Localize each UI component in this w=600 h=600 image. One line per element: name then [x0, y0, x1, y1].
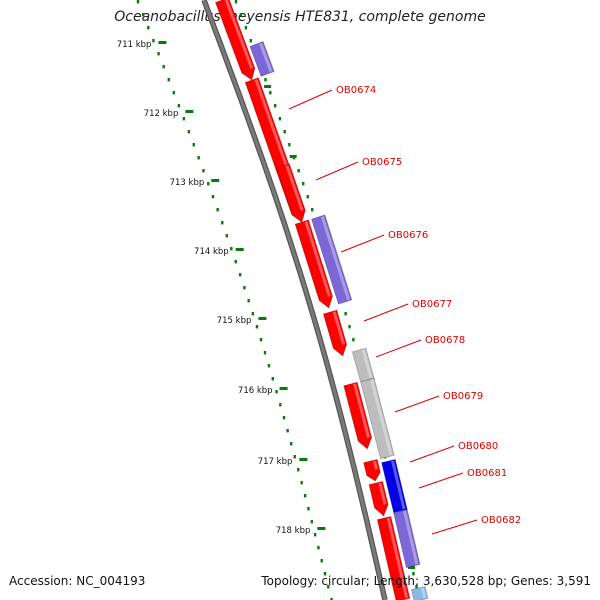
- gene-forward[interactable]: [322, 309, 349, 358]
- gene-leader-line: [375, 339, 422, 358]
- gene-reverse[interactable]: [249, 41, 275, 77]
- kbp-tick: [235, 248, 244, 251]
- genome-backbone: [202, 0, 387, 600]
- kbp-tick: [211, 179, 220, 182]
- kbp-tick-label: 716 kbp: [238, 386, 273, 396]
- gene-forward[interactable]: [376, 515, 411, 600]
- gene-label[interactable]: OB0682: [481, 515, 521, 526]
- gene-light-blue[interactable]: [410, 585, 429, 600]
- gene-reverse[interactable]: [311, 214, 353, 305]
- kbp-tick-label: 715 kbp: [217, 316, 252, 326]
- gene-label[interactable]: OB0680: [458, 441, 498, 452]
- gene-leader-line: [418, 472, 464, 489]
- gene-label[interactable]: OB0676: [388, 230, 428, 241]
- outer-tick: [289, 155, 297, 158]
- gene-label[interactable]: OB0677: [412, 299, 452, 310]
- gene-leader-line: [340, 234, 385, 253]
- gene-leader-line: [409, 445, 455, 463]
- kbp-tick: [299, 458, 308, 461]
- inner-tick-line: [136, 0, 333, 600]
- kbp-tick: [185, 110, 194, 113]
- gene-label[interactable]: OB0679: [443, 391, 483, 402]
- outer-tick: [264, 85, 272, 88]
- accession-label: Accession: NC_004193: [9, 574, 146, 588]
- gene-label[interactable]: OB0674: [336, 85, 376, 96]
- kbp-tick-label: 713 kbp: [170, 178, 205, 188]
- kbp-tick-label: 712 kbp: [144, 109, 179, 119]
- kbp-tick: [279, 387, 288, 390]
- backbone-layer: [201, 0, 388, 600]
- kbp-tick: [317, 527, 326, 530]
- gene-label[interactable]: OB0681: [467, 468, 507, 479]
- gene-leader-line: [315, 161, 359, 181]
- gene-leader-line: [394, 395, 440, 413]
- kbp-tick-label: 711 kbp: [117, 40, 152, 50]
- gene-leader-line: [363, 303, 409, 322]
- gene-label[interactable]: OB0675: [362, 157, 402, 168]
- gene-label[interactable]: OB0678: [425, 335, 465, 346]
- gene-forward[interactable]: [363, 458, 382, 482]
- gene-other[interactable]: [351, 347, 375, 383]
- gene-forward[interactable]: [275, 163, 308, 225]
- gene-forward[interactable]: [294, 219, 335, 310]
- gene-leader-line: [431, 519, 478, 535]
- label-layer: OB0674 OB0675 OB0676 OB0677 OB0678 OB0679 OB06…: [288, 85, 521, 535]
- tick-layer: 711 kbp 712 kbp 713 kbp 714 kbp 715 kbp 716 k…: [117, 0, 421, 600]
- kbp-tick-label: 714 kbp: [194, 247, 229, 257]
- gene-other[interactable]: [360, 377, 395, 460]
- gene-forward[interactable]: [343, 381, 374, 451]
- gene-leader-line: [288, 89, 333, 110]
- gene-forward[interactable]: [368, 480, 390, 517]
- gene-reverse[interactable]: [393, 508, 421, 569]
- kbp-tick-label: 718 kbp: [276, 526, 311, 536]
- genome-summary: Topology: circular; Length: 3,630,528 bp…: [261, 574, 591, 588]
- kbp-tick: [158, 41, 167, 44]
- gene-layer: [214, 0, 429, 600]
- gene-forward[interactable]: [214, 0, 258, 82]
- kbp-tick-label: 717 kbp: [258, 457, 293, 467]
- kbp-tick: [258, 317, 267, 320]
- outer-tick: [408, 566, 416, 569]
